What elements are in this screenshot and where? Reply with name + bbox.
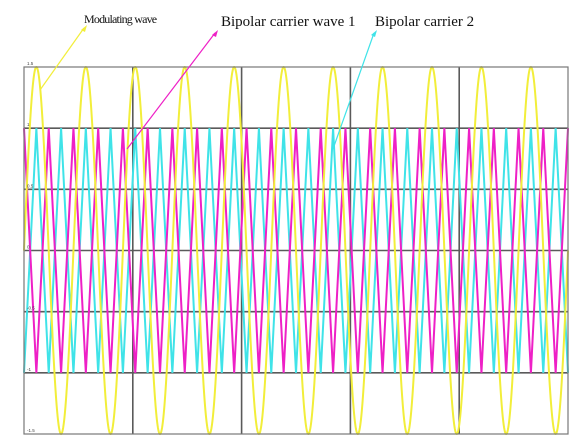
- annotation-arrowhead-carrier1: [212, 30, 218, 37]
- y-tick-label: -1.5: [27, 428, 35, 433]
- y-tick-label: 0.5: [27, 183, 34, 188]
- y-tick-label: 1.5: [27, 61, 34, 66]
- annotation-arrowhead-modulating: [81, 25, 87, 32]
- plot-series: [23, 65, 569, 436]
- annotation-label-carrier2: Bipolar carrier 2: [375, 14, 474, 30]
- plot-axes: [23, 66, 569, 435]
- plot-ticks: 1.5 1 0.5 0 -0.5 -1 -1.5: [27, 61, 35, 433]
- annotation-leader-carrier2: [332, 32, 375, 150]
- annotation-label-modulating: Modulating wave: [84, 12, 157, 26]
- annotation-leader-modulating: [39, 27, 85, 91]
- y-tick-label: 0: [27, 245, 30, 250]
- annotation-leader-carrier1: [126, 32, 216, 150]
- y-tick-label: -1: [27, 367, 31, 372]
- series-carrier2-line: [23, 128, 569, 373]
- annotation-arrowhead-carrier2: [371, 30, 377, 37]
- annotation-label-carrier1: Bipolar carrier wave 1: [221, 14, 356, 30]
- series-carrier1-line: [23, 128, 569, 373]
- y-tick-label: 1: [27, 122, 30, 127]
- annotations: Modulating wave Bipolar carrier wave 1 Bip…: [39, 12, 474, 150]
- y-tick-label: -0.5: [27, 306, 35, 311]
- series-modulating-line: [23, 65, 569, 436]
- plot-frame: [23, 66, 569, 435]
